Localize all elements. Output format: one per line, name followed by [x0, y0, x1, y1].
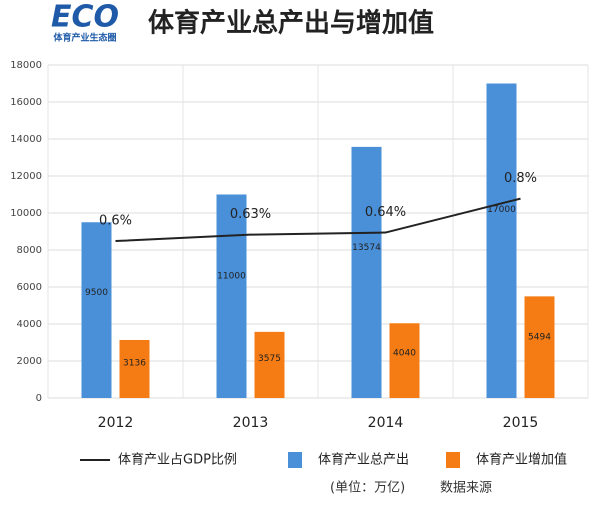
bar-value-label: 4040 — [393, 349, 416, 359]
y-tick-label: 18000 — [10, 60, 42, 71]
chart-title: 体育产业总产出与增加值 — [148, 8, 434, 39]
legend-swatch — [446, 452, 460, 468]
bar-value-label: 13574 — [352, 243, 381, 253]
bar-value-label: 17000 — [487, 205, 516, 215]
y-tick-label: 12000 — [10, 171, 42, 182]
y-tick-label: 2000 — [17, 356, 42, 367]
logo-subtitle: 体育产业生态圈 — [53, 32, 116, 44]
y-tick-label: 6000 — [17, 282, 42, 293]
x-tick-label: 2014 — [368, 415, 404, 431]
y-tick-label: 8000 — [17, 245, 42, 256]
line-value-label: 0.8% — [504, 171, 537, 186]
y-tick-label: 10000 — [10, 208, 42, 219]
y-tick-label: 0 — [36, 393, 42, 404]
y-tick-label: 14000 — [10, 134, 42, 145]
bar — [389, 323, 420, 398]
bar — [81, 222, 112, 398]
legend-label: 体育产业总产出 — [318, 452, 409, 468]
bar-value-label: 9500 — [85, 288, 108, 298]
bar — [524, 296, 555, 398]
line-value-label: 0.63% — [230, 207, 271, 222]
x-tick-label: 2015 — [503, 415, 539, 431]
unit-note: (单位：万亿) — [330, 481, 405, 496]
x-tick-label: 2012 — [98, 415, 134, 431]
legend-label: 体育产业增加值 — [476, 452, 567, 468]
x-tick-label: 2013 — [233, 415, 269, 431]
bar-value-label: 11000 — [217, 271, 246, 281]
source: 数据来源 — [440, 481, 492, 496]
bar-value-label: 5494 — [528, 333, 551, 343]
logo: ECO — [51, 0, 119, 35]
y-tick-label: 16000 — [10, 97, 42, 108]
bar — [486, 83, 517, 398]
bar — [119, 339, 150, 398]
bar — [216, 194, 247, 398]
bar — [254, 331, 285, 398]
y-tick-label: 4000 — [17, 319, 42, 330]
legend-swatch — [288, 452, 302, 468]
line — [115, 197, 521, 243]
bar-value-label: 3136 — [123, 359, 146, 369]
line-value-label: 0.6% — [99, 214, 132, 229]
bar — [351, 146, 382, 398]
bar-value-label: 3575 — [258, 354, 281, 364]
legend-label: 体育产业占GDP比例 — [118, 452, 237, 468]
line-value-label: 0.64% — [365, 205, 406, 220]
